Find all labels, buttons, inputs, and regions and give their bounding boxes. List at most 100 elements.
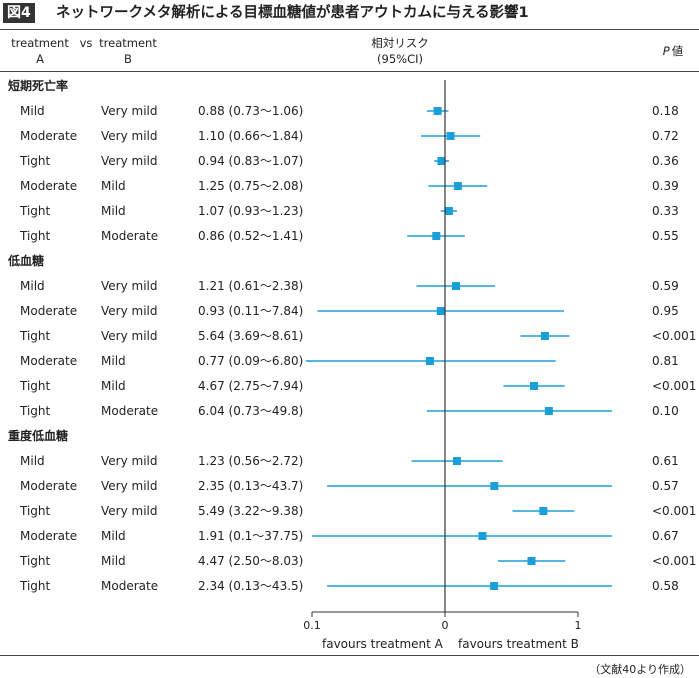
rr-ci-cell: 0.86 (0.52～1.41) (198, 229, 304, 243)
vs-header: vs (79, 36, 93, 50)
point-estimate-marker (453, 182, 462, 190)
header-rule (0, 71, 699, 72)
treatment-b-cell: Very mild (101, 154, 158, 168)
rr-ci-cell: 6.04 (0.73～49.8) (198, 404, 304, 418)
p-value-cell: <0.001 (652, 379, 697, 393)
treatment-a-cell: Tight (20, 579, 51, 593)
p-value-cell: 0.72 (652, 129, 679, 143)
top-rule (0, 29, 699, 30)
treatment-a-cell: Tight (20, 204, 51, 218)
treatment-a-cell: Tight (20, 329, 51, 343)
point-estimate-marker (544, 407, 553, 415)
point-estimate-marker (527, 557, 536, 565)
point-estimate-marker (444, 207, 453, 215)
treatment-b-cell: Very mild (101, 329, 158, 343)
favours-a-label: favours treatment A (322, 637, 443, 651)
treatment-a-cell: Mild (20, 279, 45, 293)
p-value-cell: 0.36 (652, 154, 679, 168)
treatment-b-cell: Mild (101, 529, 126, 543)
rr-ci-cell: 0.77 (0.09～6.80) (198, 354, 304, 368)
treatment-b-cell: Mild (101, 179, 126, 193)
point-estimate-marker (433, 107, 442, 115)
section-header: 短期死亡率 (8, 79, 69, 93)
rr-ci-cell: 4.67 (2.75～7.94) (198, 379, 304, 393)
treatment-b-cell: Very mild (101, 279, 158, 293)
treatment-a-cell: Tight (20, 504, 51, 518)
p-value-cell: <0.001 (652, 329, 697, 343)
treatment-a-cell: Mild (20, 454, 45, 468)
treatment-b-cell: Moderate (101, 579, 159, 593)
treatment-b-cell: Mild (101, 554, 126, 568)
point-estimate-marker (446, 132, 455, 140)
p-value-cell: 0.61 (652, 454, 679, 468)
treatment-b-cell: Mild (101, 379, 126, 393)
rr-ci-cell: 2.35 (0.13～43.7) (198, 479, 304, 493)
p-value-cell: 0.18 (652, 104, 679, 118)
treatment-b-cell: Very mild (101, 479, 158, 493)
favours-b-label: favours treatment B (458, 637, 579, 651)
p-value-cell: 0.81 (652, 354, 679, 368)
section-header: 重度低血糖 (8, 429, 69, 443)
rr-ci-cell: 4.47 (2.50～8.03) (198, 554, 304, 568)
treatment-b-cell: Very mild (101, 504, 158, 518)
treatment-b-cell: Very mild (101, 129, 158, 143)
rr-ci-cell: 0.88 (0.73～1.06) (198, 104, 304, 118)
rr-ci-cell: 0.93 (0.11～7.84) (198, 304, 304, 318)
treatment-a-cell: Tight (20, 379, 51, 393)
treatment-b-cell: Mild (101, 354, 126, 368)
treatment-a-cell: Moderate (20, 179, 78, 193)
x-tick-label: 0.1 (303, 619, 321, 632)
point-estimate-marker (490, 582, 499, 590)
point-estimate-marker (432, 232, 441, 240)
treatment-a-cell: Tight (20, 554, 51, 568)
point-estimate-marker (437, 157, 446, 165)
point-estimate-marker (452, 457, 461, 465)
p-value-cell: <0.001 (652, 554, 697, 568)
p-value-cell: 0.55 (652, 229, 679, 243)
point-estimate-marker (539, 507, 548, 515)
source-note: （文献40より作成） (589, 663, 691, 676)
p-value-cell: 0.59 (652, 279, 679, 293)
treatment-a-cell: Moderate (20, 304, 78, 318)
rr-ci-cell: 1.25 (0.75～2.08) (198, 179, 304, 193)
rr-ci-cell: 5.64 (3.69～8.61) (198, 329, 304, 343)
p-value-cell: 0.95 (652, 304, 679, 318)
point-estimate-marker (425, 357, 434, 365)
treatment-a-cell: Moderate (20, 354, 78, 368)
rr-ci-cell: 5.49 (3.22～9.38) (198, 504, 304, 518)
section-header: 低血糖 (8, 254, 45, 268)
point-estimate-marker (530, 382, 539, 390)
point-estimate-marker (478, 532, 487, 540)
figure-label: 図4 (3, 3, 35, 23)
p-value-cell: 0.58 (652, 579, 679, 593)
figure-title: ネットワークメタ解析による目標血糖値が患者アウトカムに与える影響1 (56, 5, 529, 21)
point-estimate-marker (436, 307, 445, 315)
rr-ci-cell: 1.23 (0.56～2.72) (198, 454, 304, 468)
x-tick-label: 0 (442, 619, 449, 632)
rr-ci-cell: 1.07 (0.93～1.23) (198, 204, 304, 218)
p-value-cell: 0.10 (652, 404, 679, 418)
treatment-b-cell: Mild (101, 204, 126, 218)
p-value-cell: <0.001 (652, 504, 697, 518)
treatment-a-cell: Moderate (20, 129, 78, 143)
treatment-b-cell: Very mild (101, 304, 158, 318)
rr-ci-cell: 1.91 (0.1～37.75) (198, 529, 304, 543)
treatment-a-cell: Moderate (20, 479, 78, 493)
point-estimate-marker (452, 282, 461, 290)
x-tick-label: 1 (575, 619, 582, 632)
rr-ci-cell: 1.10 (0.66～1.84) (198, 129, 304, 143)
treatment-a-cell: Mild (20, 104, 45, 118)
bottom-rule (0, 655, 699, 656)
treatment-b-cell: Very mild (101, 454, 158, 468)
relative-risk-header: 相対リスク (95%CI) (371, 36, 429, 66)
treatment-b-cell: Very mild (101, 104, 158, 118)
treatment-b-cell: Moderate (101, 404, 159, 418)
p-value-cell: 0.67 (652, 529, 679, 543)
p-value-cell: 0.57 (652, 479, 679, 493)
p-value-cell: 0.39 (652, 179, 679, 193)
treatment-a-cell: Tight (20, 154, 51, 168)
treatment-a-cell: Tight (20, 404, 51, 418)
point-estimate-marker (540, 332, 549, 340)
